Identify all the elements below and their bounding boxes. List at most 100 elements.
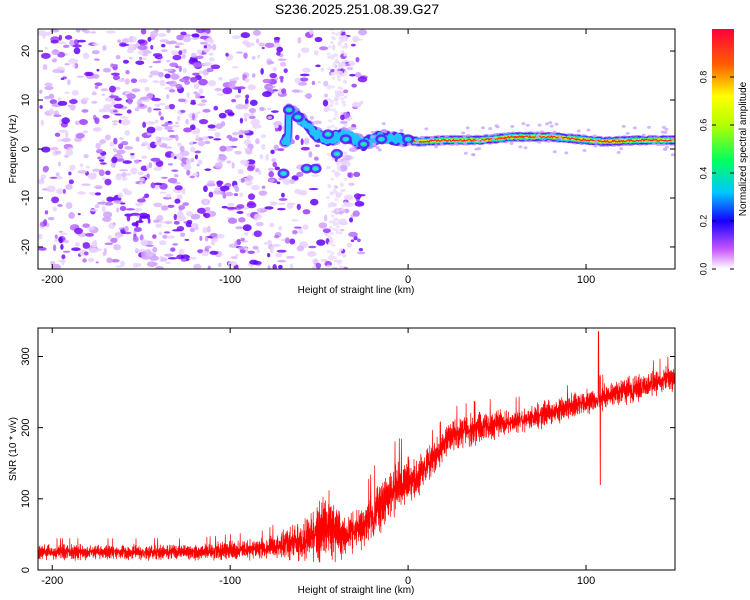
spectrogram-noise-cell	[82, 223, 91, 228]
spectrogram-noise-cell	[277, 124, 282, 132]
spectrogram-noise-cell	[249, 99, 258, 106]
spectrogram-noise-cell	[172, 243, 179, 246]
spectrogram-noise-cell	[340, 189, 345, 193]
spectrogram-noise-cell	[278, 264, 283, 269]
spectrogram-noise-cell	[118, 169, 129, 172]
spectrogram-noise-cell	[323, 106, 330, 113]
spectrogram-noise-cell	[293, 226, 302, 229]
spectrogram-noise-cell	[161, 43, 166, 48]
spectrogram-noise-cell	[42, 165, 50, 172]
spectrogram-noise-cell	[141, 143, 146, 147]
spectrogram-noise-cell	[61, 117, 70, 125]
spectrogram-noise-cell	[294, 77, 301, 84]
spectrogram-noise-cell	[146, 173, 150, 178]
spectrogram-noise-cell	[195, 93, 201, 99]
spectrogram-noise-cell	[212, 190, 223, 195]
spectrogram-noise-cell	[112, 123, 118, 126]
spectrogram-noise-cell	[291, 89, 300, 93]
spectrogram-noise-cell	[545, 122, 550, 126]
spectrogram-noise-cell	[399, 129, 404, 133]
spectrogram-noise-cell	[535, 135, 540, 139]
spectrogram-noise-cell	[46, 185, 56, 193]
spectrogram-noise-cell	[342, 253, 347, 257]
spectrogram-tone-blob	[296, 116, 300, 119]
spectrogram-noise-cell	[153, 219, 160, 223]
spectrogram-noise-cell	[340, 93, 345, 97]
spectrogram-noise-cell	[207, 265, 211, 269]
spectrogram-noise-cell	[338, 35, 343, 39]
spectrogram-noise-cell	[266, 107, 272, 111]
spectrogram-noise-cell	[102, 177, 106, 181]
spectrogram-noise-cell	[104, 201, 114, 206]
spectrogram-noise-cell	[51, 263, 61, 269]
spectrogram-noise-cell	[246, 175, 254, 181]
spectrogram-noise-cell	[102, 216, 112, 222]
spectrogram-noise-cell	[51, 196, 60, 204]
spectrogram-noise-cell	[198, 88, 204, 94]
spectrogram-noise-cell	[171, 169, 179, 172]
spectrogram-noise-cell	[641, 133, 646, 137]
spectrogram-noise-cell	[110, 162, 116, 168]
spectrogram-noise-cell	[46, 223, 50, 228]
spectrogram-noise-cell	[337, 31, 342, 35]
spectrogram-noise-cell	[210, 64, 221, 70]
spectrogram-noise-cell	[340, 221, 349, 226]
spectrogram-noise-cell	[238, 134, 244, 139]
spectrogram-noise-cell	[174, 185, 183, 191]
spectrogram-noise-cell	[178, 248, 185, 256]
spectrogram-noise-cell	[77, 170, 88, 174]
spectrogram-noise-cell	[52, 244, 57, 252]
spectrogram-tone-blob	[282, 172, 286, 175]
spectrogram-noise-cell	[342, 103, 347, 107]
spectrogram-noise-cell	[167, 177, 178, 184]
spectrogram-noise-cell	[225, 192, 234, 197]
spectrogram-noise-cell	[202, 226, 209, 234]
spectrogram-noise-cell	[647, 125, 652, 129]
spectrogram-noise-cell	[250, 119, 260, 126]
snr-y-label: SNR (10 * v/v)	[8, 417, 19, 481]
spectrogram-noise-cell	[355, 71, 362, 78]
spectrogram-noise-cell	[109, 141, 115, 147]
spectrogram-noise-cell	[179, 78, 189, 83]
spectrogram-noise-cell	[135, 136, 140, 142]
colorbar-tick-label: 0.6	[698, 119, 708, 132]
spectrogram-noise-cell	[260, 134, 266, 138]
spectrogram-noise-cell	[350, 43, 356, 47]
spectrogram-noise-cell	[206, 37, 213, 42]
spectrogram-noise-cell	[277, 148, 285, 152]
spectrogram-noise-cell	[308, 187, 319, 191]
spectrogram-noise-cell	[113, 137, 118, 145]
spectrogram-noise-cell	[228, 82, 236, 90]
spectrogram-noise-cell	[174, 174, 179, 178]
spectrogram-noise-cell	[383, 130, 388, 134]
spectrogram-tone-track	[407, 135, 675, 143]
spectrogram-noise-cell	[174, 45, 180, 48]
spectrogram-noise-cell	[276, 46, 283, 53]
spectrogram-noise-cell	[330, 56, 335, 60]
spectrogram-noise-cell	[315, 64, 321, 68]
spectrogram-noise-cell	[146, 126, 156, 134]
spectrogram-noise-cell	[462, 141, 467, 145]
spectrogram-noise-cell	[335, 259, 340, 263]
spectrogram-noise-cell	[139, 234, 144, 241]
spectrogram-noise-cell	[122, 59, 130, 64]
spectrogram-noise-cell	[475, 139, 480, 143]
spectrogram-noise-cell	[109, 85, 116, 93]
spectrogram-noise-cell	[236, 204, 245, 209]
spectrogram-noise-cell	[94, 85, 99, 89]
spectrogram-noise-cell	[102, 251, 107, 256]
spectrogram-noise-cell	[264, 206, 274, 210]
spectrogram-noise-cell	[344, 208, 350, 214]
spectrogram-noise-cell	[256, 248, 260, 254]
spectrogram-noise-cell	[176, 215, 187, 222]
spectrogram-noise-cell	[126, 109, 132, 114]
spectrogram-noise-cell	[184, 238, 190, 241]
spectrogram-noise-cell	[267, 167, 275, 171]
spectrogram-noise-cell	[64, 131, 69, 138]
spectrogram-noise-cell	[38, 246, 47, 251]
spectrogram-noise-cell	[279, 61, 287, 67]
spectrogram-noise-cell	[231, 132, 240, 136]
spectrogram-noise-cell	[175, 121, 179, 125]
spectrogram-noise-cell	[103, 104, 113, 109]
spectrogram-noise-cell	[257, 54, 261, 59]
